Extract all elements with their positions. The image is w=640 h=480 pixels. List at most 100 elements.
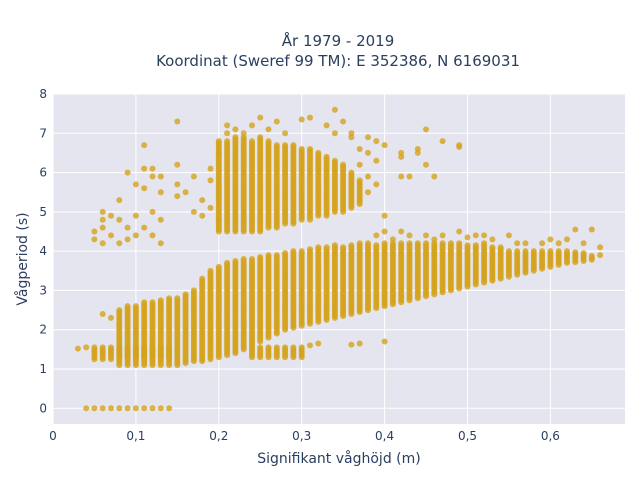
data-point [257, 114, 264, 121]
data-point [564, 236, 570, 243]
data-point [124, 224, 131, 231]
x-tick-label: 0,3 [292, 429, 311, 443]
data-point [365, 173, 371, 180]
data-point [157, 405, 164, 412]
data-point [240, 256, 247, 262]
data-point [348, 341, 355, 348]
data-point [108, 344, 114, 351]
data-point [99, 405, 106, 412]
data-point [597, 244, 604, 251]
data-point [265, 138, 272, 145]
data-point [99, 216, 106, 223]
data-point [207, 165, 214, 172]
data-point [157, 297, 164, 304]
data-point [539, 248, 546, 255]
data-point [182, 189, 189, 196]
data-point [249, 256, 255, 262]
x-tick-label: 0 [49, 429, 57, 443]
data-point [406, 173, 413, 180]
data-point [323, 153, 330, 160]
data-point [132, 303, 139, 310]
data-point [249, 344, 255, 351]
data-point [232, 134, 239, 141]
data-point [157, 344, 164, 351]
data-point [215, 216, 222, 223]
data-point [132, 181, 139, 188]
data-point [149, 299, 156, 306]
data-point [373, 181, 380, 188]
data-point [456, 240, 463, 247]
chart-title-line-2: Koordinat (Sweref 99 TM): E 352386, N 61… [156, 52, 520, 70]
data-point [505, 232, 512, 239]
data-point [298, 344, 305, 351]
data-point [157, 173, 164, 180]
data-point [265, 344, 272, 351]
data-point [365, 240, 371, 247]
data-point [190, 287, 197, 294]
data-point [141, 185, 148, 192]
data-point [91, 344, 98, 351]
data-point [124, 344, 131, 351]
data-point [91, 228, 98, 235]
data-point [373, 157, 380, 164]
y-tick-label: 8 [39, 87, 47, 101]
data-point [207, 267, 214, 274]
data-point [215, 263, 222, 270]
data-point [564, 248, 570, 255]
data-point [141, 142, 148, 149]
data-point [132, 344, 139, 351]
data-point [224, 138, 231, 145]
data-point [273, 252, 280, 259]
data-point [132, 405, 139, 412]
data-point [99, 224, 106, 231]
data-point [282, 344, 289, 351]
data-point [265, 252, 272, 259]
data-point [365, 189, 371, 196]
data-point [141, 299, 148, 306]
data-point [215, 138, 222, 145]
data-point [141, 405, 148, 412]
x-axis-title: Signifikant våghöjd (m) [257, 450, 420, 467]
data-point [298, 146, 305, 152]
data-point [423, 232, 429, 239]
data-point [555, 248, 562, 255]
data-point [149, 173, 156, 180]
data-point [83, 344, 90, 351]
data-point [116, 240, 123, 247]
data-point [265, 126, 272, 133]
data-point [414, 149, 421, 156]
data-point [257, 134, 264, 141]
data-point [381, 240, 388, 247]
data-point [356, 340, 363, 347]
data-point [381, 142, 388, 149]
data-point [348, 242, 355, 249]
y-tick-label: 7 [39, 126, 47, 140]
data-point [331, 130, 338, 137]
data-point [373, 232, 380, 239]
data-point [580, 240, 587, 247]
data-point [331, 106, 338, 113]
data-point [91, 236, 98, 243]
data-point [116, 197, 123, 204]
data-point [398, 240, 405, 247]
data-point [447, 240, 454, 247]
data-point [489, 236, 496, 243]
data-point [273, 344, 280, 351]
x-tick-label: 0,1 [126, 429, 145, 443]
data-point [298, 116, 305, 123]
data-point [464, 234, 471, 241]
data-point [157, 216, 164, 223]
data-point [257, 254, 264, 260]
data-point [340, 161, 347, 168]
data-point [365, 149, 371, 156]
data-point [597, 252, 604, 259]
chart-title-line-1: År 1979 - 2019 [282, 31, 395, 50]
data-point [83, 405, 90, 412]
data-points [74, 106, 604, 412]
data-point [489, 244, 496, 251]
x-tick-label: 0,5 [458, 429, 477, 443]
data-point [398, 228, 405, 235]
data-point [588, 252, 595, 259]
data-point [472, 232, 479, 239]
